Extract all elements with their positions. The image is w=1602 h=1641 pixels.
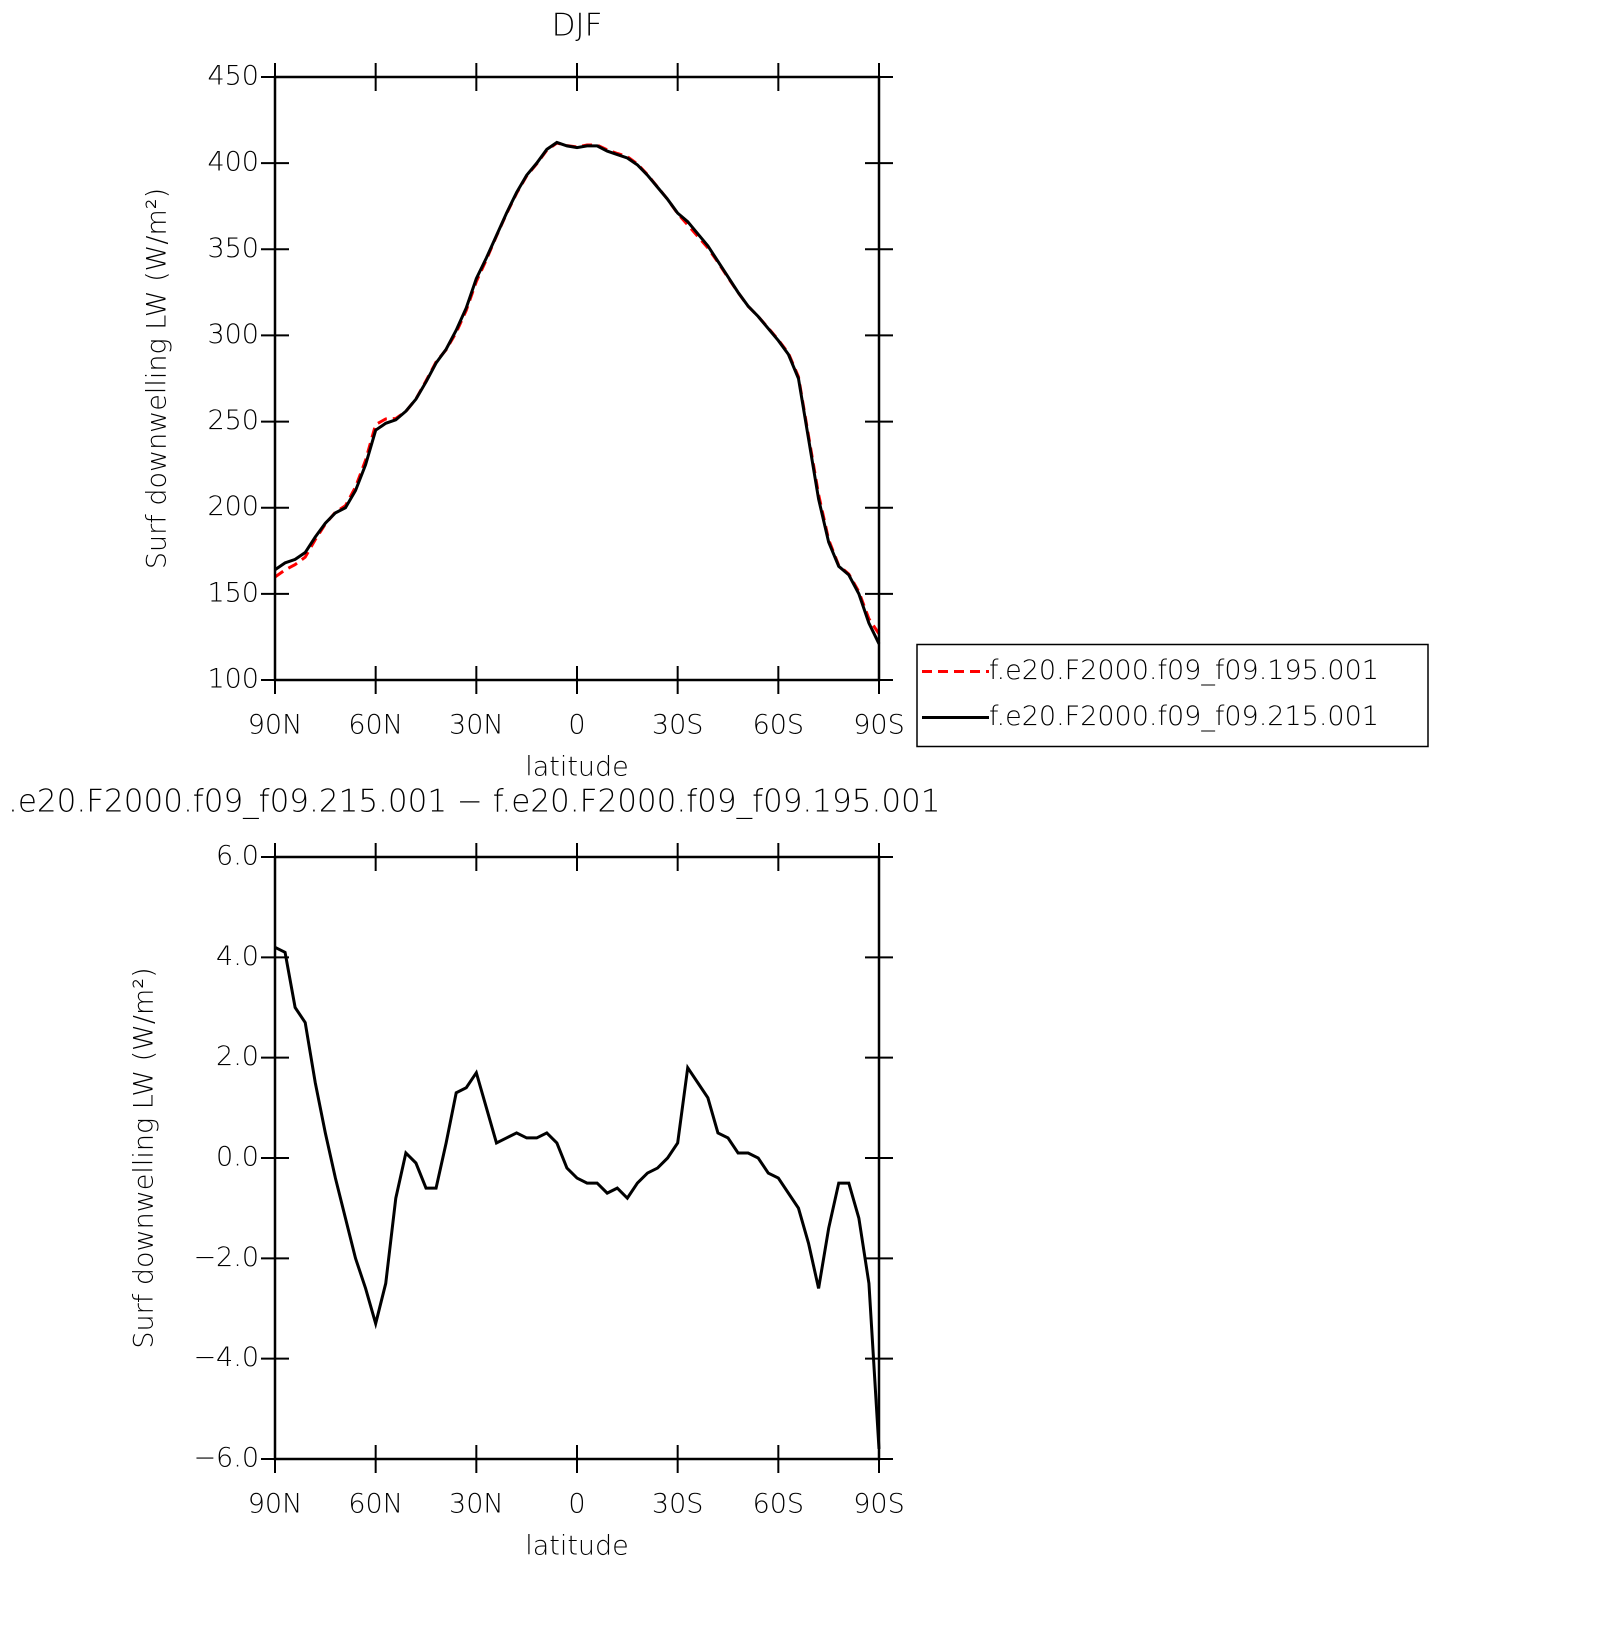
y-tick-label: −6.0 <box>193 1443 259 1474</box>
x-axis-label: latitude <box>525 752 629 783</box>
y-tick-label: 250 <box>207 405 259 436</box>
data-line <box>274 140 881 645</box>
x-tick-label: 0 <box>568 710 585 741</box>
y-tick-label: 300 <box>207 319 259 350</box>
y-axis-label: Surf downwelling LW (W/m²) <box>142 188 173 569</box>
x-tick-label: 60S <box>753 710 805 741</box>
x-tick-label: 30S <box>652 1489 704 1520</box>
legend-box <box>916 643 1429 748</box>
y-tick-label: −4.0 <box>193 1342 259 1373</box>
plot-frame <box>273 75 881 682</box>
y-tick-label: 0.0 <box>216 1142 259 1173</box>
x-tick-label: 30N <box>449 710 504 741</box>
x-tick-label: 0 <box>568 1489 585 1520</box>
y-tick-label: −2.0 <box>193 1242 259 1273</box>
data-line <box>274 141 881 635</box>
legend-label: f.e20.F2000.f09_f09.215.001 <box>989 701 1379 732</box>
legend-label: f.e20.F2000.f09_f09.195.001 <box>989 655 1379 686</box>
chart-title: DJF <box>552 8 603 44</box>
x-tick-label: 90S <box>853 710 905 741</box>
y-tick-label: 350 <box>207 233 259 264</box>
x-axis-label: latitude <box>525 1531 629 1562</box>
y-tick-label: 6.0 <box>216 841 259 872</box>
chart-title: .e20.F2000.f09_f09.215.001 − f.e20.F2000… <box>8 784 940 820</box>
x-tick-label: 90N <box>248 710 303 741</box>
y-tick-label: 100 <box>207 664 259 695</box>
y-axis-label: Surf downwelling LW (W/m²) <box>129 967 160 1348</box>
y-tick-label: 150 <box>207 577 259 608</box>
y-tick-label: 4.0 <box>216 941 259 972</box>
y-tick-label: 450 <box>207 61 259 92</box>
plot-frame <box>273 855 881 1461</box>
data-line <box>274 945 881 1450</box>
x-tick-label: 60N <box>348 710 403 741</box>
x-tick-label: 90S <box>853 1489 905 1520</box>
x-tick-label: 60N <box>348 1489 403 1520</box>
y-tick-label: 2.0 <box>216 1041 259 1072</box>
y-tick-label: 200 <box>207 491 259 522</box>
y-tick-label: 400 <box>207 147 259 178</box>
x-tick-label: 30S <box>652 710 704 741</box>
x-tick-label: 60S <box>753 1489 805 1520</box>
x-tick-label: 90N <box>248 1489 303 1520</box>
x-tick-label: 30N <box>449 1489 504 1520</box>
